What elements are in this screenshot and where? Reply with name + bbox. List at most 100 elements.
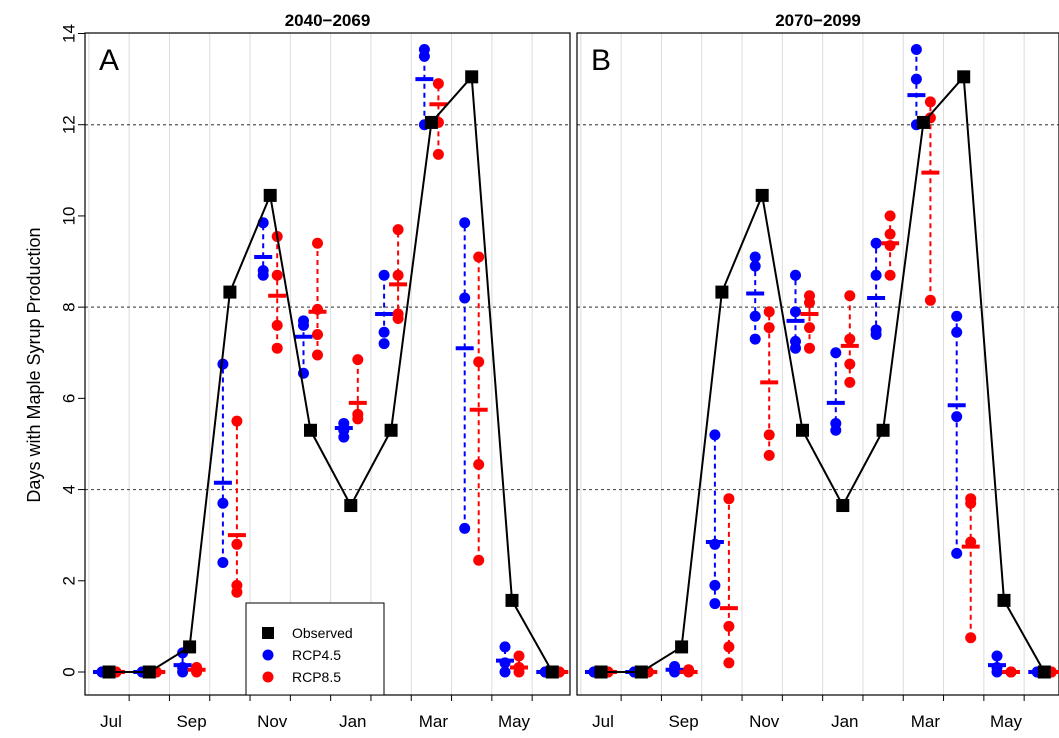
rcp45-point — [830, 347, 842, 359]
observed-marker — [344, 499, 358, 513]
rcp45-point — [870, 269, 882, 281]
rcp85-point — [884, 228, 896, 240]
rcp45-point — [217, 557, 229, 569]
rcp85-point — [804, 322, 815, 334]
observed-marker — [142, 665, 156, 679]
x-tick-label: May — [990, 712, 1023, 731]
rcp85-point — [473, 251, 485, 263]
rcp85-point — [312, 237, 323, 249]
legend-label: RCP4.5 — [292, 647, 341, 663]
y-axis-label: Days with Maple Syrup Production — [24, 227, 44, 502]
y-tick-label: 8 — [59, 302, 78, 311]
rcp45-point — [870, 324, 882, 336]
rcp85-point — [884, 269, 896, 281]
rcp45-point — [459, 217, 471, 229]
rcp45-point — [910, 73, 922, 85]
rcp85-point — [473, 458, 485, 470]
legend-swatch-rcp85 — [262, 671, 274, 683]
rcp45-point — [499, 641, 511, 653]
observed-marker — [675, 640, 689, 654]
observed-marker — [916, 115, 930, 129]
rcp45-point — [378, 326, 390, 338]
observed-marker — [424, 115, 438, 129]
rcp85-point — [804, 342, 815, 354]
rcp85-point — [312, 349, 323, 361]
legend: Observed RCP4.5 RCP8.5 — [245, 602, 385, 696]
rcp45-point — [749, 310, 761, 322]
rcp85-point — [844, 376, 856, 388]
rcp45-point — [298, 315, 309, 327]
rcp85-point — [965, 632, 977, 644]
rcp45-point — [790, 335, 801, 347]
observed-marker — [1037, 665, 1051, 679]
observed-marker — [755, 188, 769, 202]
rcp45-point — [749, 251, 761, 263]
rcp85-point — [844, 358, 856, 370]
panel-b: 2070−2099 B Jul Sep Nov Jan Mar May — [576, 11, 1059, 731]
rcp45-point — [217, 497, 229, 509]
rcp45-point — [749, 333, 761, 345]
x-tick-label: Jul — [100, 712, 122, 731]
observed-marker — [796, 423, 809, 437]
observed-marker — [223, 285, 237, 299]
observed-marker — [594, 665, 608, 679]
observed-marker — [634, 665, 648, 679]
rcp45-point — [749, 260, 761, 272]
rcp45-point — [709, 579, 721, 591]
y-tick-label: 6 — [59, 394, 78, 403]
rcp45-point — [910, 43, 922, 55]
rcp45-point — [418, 43, 430, 55]
x-tick-label: Sep — [668, 712, 698, 731]
rcp85-point — [763, 429, 775, 441]
panel-letter: B — [591, 44, 611, 77]
observed-marker — [384, 423, 398, 437]
rcp85-point — [392, 308, 404, 320]
rcp85-point — [231, 415, 243, 427]
observed-marker — [836, 499, 850, 513]
observed-marker — [465, 70, 479, 84]
rcp85-point — [392, 224, 404, 236]
x-tick-label: Nov — [257, 712, 288, 731]
rcp85-point — [513, 650, 525, 662]
x-tick-label: Mar — [419, 712, 449, 731]
rcp85-point — [965, 493, 977, 505]
rcp45-point — [709, 429, 721, 441]
rcp45-point — [830, 417, 842, 429]
rcp45-point — [217, 358, 229, 370]
rcp85-point — [312, 329, 323, 341]
rcp85-point — [763, 449, 775, 461]
x-tick-label: Mar — [911, 712, 941, 731]
legend-swatch-rcp45 — [262, 649, 274, 661]
rcp45-point — [499, 666, 511, 678]
y-tick-label: 0 — [59, 667, 78, 676]
x-tick-label: Jan — [831, 712, 858, 731]
y-tick-label: 14 — [59, 24, 78, 43]
observed-marker — [505, 593, 519, 607]
observed-marker — [876, 423, 890, 437]
rcp85-point — [271, 319, 283, 331]
rcp85-point — [844, 290, 856, 302]
observed-marker — [263, 188, 277, 202]
y-tick-label: 12 — [59, 115, 78, 134]
rcp85-point — [473, 356, 485, 368]
rcp85-point — [763, 322, 775, 334]
rcp45-point — [459, 522, 471, 534]
y-tick-label: 4 — [59, 485, 78, 494]
legend-swatch-observed — [262, 627, 274, 639]
rcp85-point — [352, 408, 364, 420]
rcp45-point — [951, 411, 963, 423]
observed-marker — [183, 640, 197, 654]
legend-label: RCP8.5 — [292, 669, 341, 685]
rcp85-point — [924, 96, 936, 108]
rcp85-point — [924, 294, 936, 306]
x-tick-label: May — [498, 712, 531, 731]
y-tick-label: 10 — [59, 206, 78, 225]
rcp45-point — [378, 269, 390, 281]
rcp85-point — [804, 290, 815, 302]
rcp45-point — [257, 265, 269, 277]
rcp85-point — [271, 269, 283, 281]
rcp85-point — [723, 493, 735, 505]
rcp85-point — [884, 210, 896, 222]
rcp85-point — [723, 657, 735, 669]
